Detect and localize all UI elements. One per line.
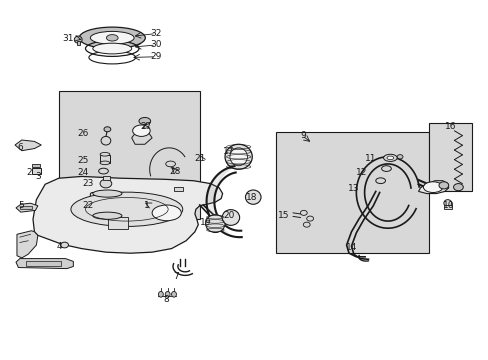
Ellipse shape	[158, 292, 163, 297]
Ellipse shape	[381, 166, 390, 171]
Text: 20: 20	[223, 211, 234, 220]
Ellipse shape	[90, 31, 134, 44]
Polygon shape	[17, 231, 38, 258]
Text: 23: 23	[82, 179, 93, 188]
Ellipse shape	[245, 190, 261, 204]
Ellipse shape	[104, 127, 111, 132]
Ellipse shape	[303, 222, 309, 227]
Ellipse shape	[423, 182, 442, 193]
Ellipse shape	[100, 179, 112, 188]
Bar	[102, 176, 110, 180]
Text: 26: 26	[77, 129, 89, 138]
Ellipse shape	[165, 292, 170, 297]
Ellipse shape	[132, 125, 150, 136]
Ellipse shape	[106, 35, 118, 41]
Text: 4: 4	[57, 242, 62, 251]
Ellipse shape	[306, 216, 313, 221]
Ellipse shape	[438, 182, 448, 189]
Ellipse shape	[100, 153, 110, 156]
Text: 7: 7	[173, 272, 179, 281]
Text: 21: 21	[194, 154, 205, 163]
Ellipse shape	[386, 156, 393, 159]
Ellipse shape	[101, 136, 111, 145]
Ellipse shape	[383, 154, 396, 161]
Text: 11: 11	[365, 154, 376, 163]
Ellipse shape	[71, 192, 183, 226]
Polygon shape	[16, 203, 38, 212]
Bar	[174, 187, 183, 192]
Text: 31: 31	[62, 34, 74, 43]
Ellipse shape	[300, 210, 306, 215]
Ellipse shape	[61, 242, 68, 248]
Text: 29: 29	[150, 52, 162, 61]
Text: 28: 28	[169, 167, 181, 176]
Text: 14: 14	[345, 243, 356, 252]
Bar	[108, 217, 127, 229]
Text: 5: 5	[18, 201, 23, 210]
Ellipse shape	[100, 161, 110, 165]
Ellipse shape	[171, 292, 176, 297]
Text: 3: 3	[35, 172, 41, 181]
Polygon shape	[16, 258, 73, 269]
Text: 22: 22	[82, 201, 93, 210]
Bar	[428, 123, 471, 192]
Polygon shape	[33, 176, 222, 253]
Text: 15: 15	[277, 211, 288, 220]
Bar	[31, 164, 40, 167]
Ellipse shape	[205, 215, 224, 233]
Polygon shape	[15, 140, 41, 151]
Text: 10: 10	[442, 201, 453, 210]
Bar	[100, 155, 110, 163]
Ellipse shape	[93, 43, 131, 54]
Ellipse shape	[453, 184, 462, 191]
Text: 19: 19	[200, 219, 211, 228]
Bar	[77, 41, 80, 45]
Ellipse shape	[165, 161, 175, 167]
Bar	[276, 132, 428, 253]
Ellipse shape	[396, 155, 402, 159]
Ellipse shape	[229, 148, 247, 166]
Bar	[31, 168, 41, 174]
Text: 18: 18	[245, 193, 257, 202]
Polygon shape	[131, 127, 152, 144]
Text: 1: 1	[144, 201, 150, 210]
Ellipse shape	[443, 200, 451, 207]
Text: 17: 17	[223, 147, 234, 156]
Text: 24: 24	[77, 168, 88, 177]
Text: 27: 27	[141, 122, 152, 131]
Ellipse shape	[139, 117, 150, 125]
Text: 32: 32	[150, 29, 162, 38]
Ellipse shape	[93, 212, 122, 219]
Ellipse shape	[74, 36, 82, 43]
Ellipse shape	[222, 210, 239, 225]
Ellipse shape	[152, 205, 181, 221]
Text: 13: 13	[347, 184, 359, 193]
Bar	[443, 205, 451, 209]
Text: 6: 6	[17, 143, 23, 152]
Text: 8: 8	[163, 295, 169, 304]
Bar	[26, 261, 61, 266]
FancyBboxPatch shape	[90, 193, 124, 217]
Text: 2: 2	[26, 168, 32, 177]
Text: 25: 25	[77, 156, 89, 165]
Text: 9: 9	[299, 131, 305, 140]
Text: 30: 30	[150, 40, 162, 49]
Bar	[59, 91, 200, 219]
Ellipse shape	[93, 190, 122, 197]
Text: 12: 12	[355, 168, 366, 177]
Ellipse shape	[224, 144, 252, 169]
Text: 16: 16	[445, 122, 456, 131]
Polygon shape	[418, 181, 448, 194]
Bar	[20, 206, 32, 209]
Ellipse shape	[99, 168, 108, 174]
Ellipse shape	[79, 27, 145, 49]
